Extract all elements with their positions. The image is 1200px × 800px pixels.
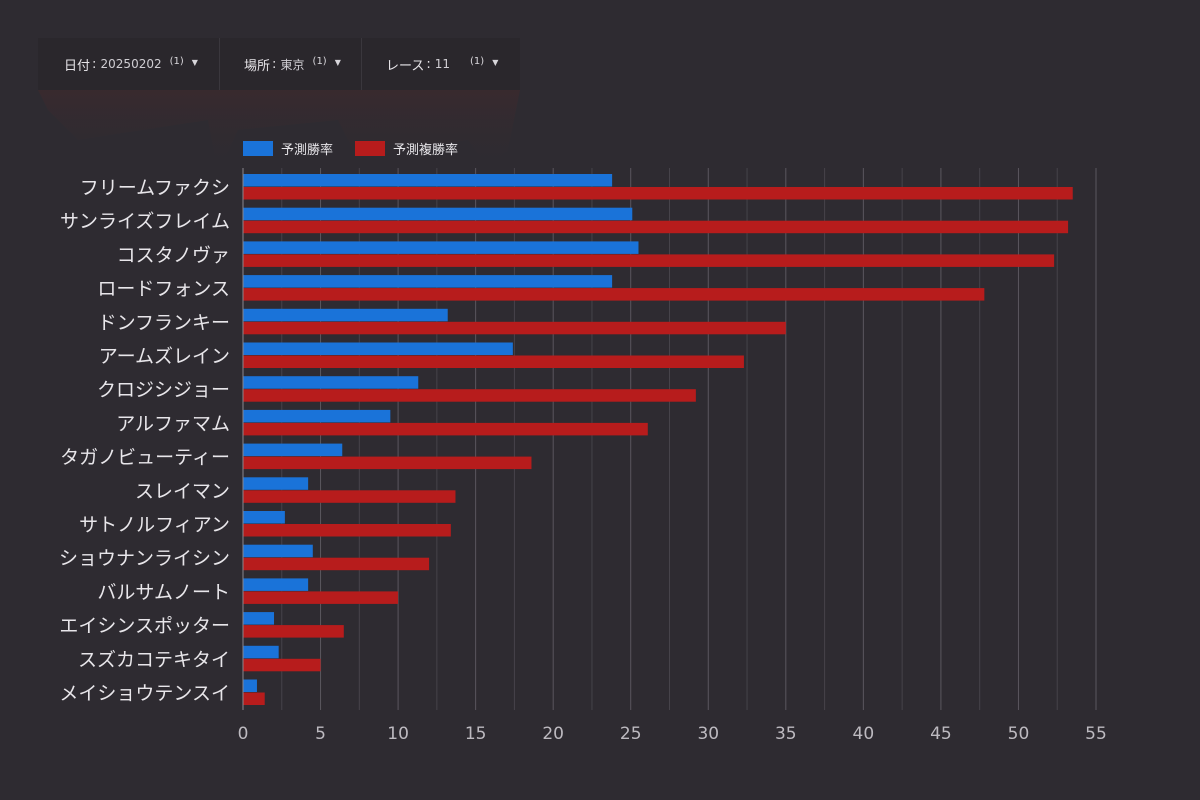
bar-win-rate (243, 241, 639, 254)
chart-legend: 予測勝率 予測複勝率 (243, 139, 480, 158)
legend-label-win-rate: 予測勝率 (281, 143, 334, 158)
category-label: ロードフォンス (97, 278, 230, 300)
chevron-down-icon: ▼ (191, 57, 198, 67)
bar-place-rate (243, 389, 696, 402)
bar-place-rate (243, 220, 1069, 234)
bar-place-rate (243, 321, 786, 335)
bar-win-rate (243, 275, 613, 288)
chevron-down-icon: ▼ (334, 57, 341, 67)
bar-place-rate (243, 625, 344, 638)
bar-win-rate (243, 544, 313, 558)
bar-place-rate (243, 658, 321, 672)
legend-label-place-rate: 予測複勝率 (393, 143, 459, 158)
x-tick-label: 45 (930, 724, 952, 744)
x-tick-label: 0 (238, 724, 249, 744)
race-filter-count: (1) (470, 55, 485, 67)
bar-win-rate (243, 679, 257, 692)
category-label: ドンフランキー (98, 312, 230, 334)
bar-place-rate (243, 355, 744, 368)
filter-bar: 日付: 20250202 (1) ▼ 場所: 東京 (1) ▼ レース: 11 … (38, 38, 520, 90)
category-label: エイシンスポッター (59, 615, 230, 637)
place-filter[interactable]: 場所: 東京 (1) ▼ (220, 38, 362, 90)
bar-win-rate (243, 174, 613, 187)
category-label: メイショウテンスイ (59, 683, 230, 705)
x-tick-label: 10 (387, 724, 409, 744)
category-label: バルサムノート (97, 581, 230, 603)
x-tick-label: 55 (1085, 724, 1107, 744)
category-label: アルファマム (116, 413, 230, 435)
bar-place-rate (243, 254, 1055, 267)
category-label: ショウナンライシン (59, 548, 230, 570)
date-filter-count: (1) (169, 55, 184, 67)
x-tick-label: 30 (697, 724, 719, 744)
bar-place-rate (243, 187, 1073, 200)
bar-win-rate (243, 308, 448, 322)
race-filter-label: レース (386, 58, 425, 74)
bar-win-rate (243, 376, 419, 389)
bar-win-rate (243, 207, 633, 221)
x-tick-label: 50 (1008, 724, 1030, 744)
bar-place-rate (243, 557, 430, 571)
legend-item-win-rate[interactable]: 予測勝率 (243, 139, 333, 158)
category-label: スレイマン (135, 480, 230, 502)
category-label: フリームファクシ (80, 177, 230, 199)
bar-place-rate (243, 288, 985, 301)
bar-place-rate (243, 490, 456, 503)
x-tick-label: 40 (853, 724, 875, 744)
category-label: タガノビューティー (60, 447, 230, 469)
date-filter-value: 20250202 (100, 57, 162, 71)
bar-place-rate (243, 524, 451, 537)
bar-place-rate (243, 456, 532, 470)
category-label: サンライズフレイム (60, 211, 230, 233)
bar-win-rate (243, 409, 391, 423)
category-label: アームズレイン (99, 346, 230, 368)
race-filter-value: 11 (434, 57, 451, 71)
bar-place-rate (243, 692, 265, 705)
date-filter-label: 日付 (64, 58, 91, 74)
bar-win-rate (243, 612, 275, 625)
x-tick-label: 5 (315, 724, 326, 744)
category-label: サトノルフィアン (79, 514, 230, 536)
legend-item-place-rate[interactable]: 予測複勝率 (355, 139, 458, 158)
place-filter-label: 場所 (244, 58, 271, 74)
chevron-down-icon: ▼ (492, 57, 499, 67)
legend-swatch-win-rate (243, 141, 273, 156)
bar-win-rate (243, 645, 279, 659)
x-tick-label: 15 (465, 724, 487, 744)
bar-win-rate (243, 578, 309, 591)
bar-win-rate (243, 477, 309, 490)
x-tick-label: 20 (542, 724, 564, 744)
bar-win-rate (243, 342, 513, 355)
x-tick-label: 35 (775, 724, 797, 744)
place-filter-count: (1) (312, 55, 327, 67)
legend-swatch-place-rate (355, 141, 386, 156)
bar-place-rate (243, 422, 648, 436)
category-label: クロジシジョー (97, 379, 230, 401)
bar-win-rate (243, 511, 285, 524)
date-filter[interactable]: 日付: 20250202 (1) ▼ (38, 38, 220, 90)
bar-win-rate (243, 443, 343, 457)
category-label: スズカコテキタイ (78, 649, 230, 671)
bar-place-rate (243, 591, 399, 604)
category-label: コスタノヴァ (117, 244, 230, 266)
x-tick-label: 25 (620, 724, 642, 744)
race-filter[interactable]: レース: 11 (1) ▼ (362, 38, 520, 90)
place-filter-value: 東京 (280, 57, 305, 72)
